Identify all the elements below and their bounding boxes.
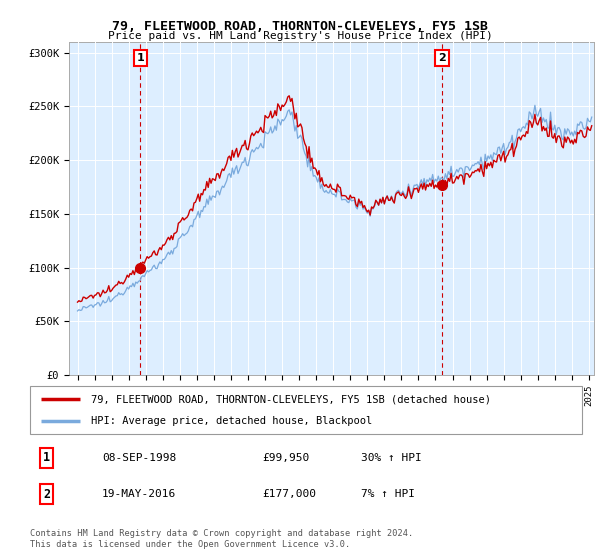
Text: 19-MAY-2016: 19-MAY-2016 bbox=[102, 489, 176, 499]
Text: 7% ↑ HPI: 7% ↑ HPI bbox=[361, 489, 415, 499]
Text: 08-SEP-1998: 08-SEP-1998 bbox=[102, 453, 176, 463]
Text: HPI: Average price, detached house, Blackpool: HPI: Average price, detached house, Blac… bbox=[91, 416, 372, 426]
Text: 2: 2 bbox=[438, 53, 446, 63]
Text: 79, FLEETWOOD ROAD, THORNTON-CLEVELEYS, FY5 1SB (detached house): 79, FLEETWOOD ROAD, THORNTON-CLEVELEYS, … bbox=[91, 394, 491, 404]
Text: £99,950: £99,950 bbox=[262, 453, 309, 463]
Text: £177,000: £177,000 bbox=[262, 489, 316, 499]
FancyBboxPatch shape bbox=[30, 386, 582, 434]
Text: Contains HM Land Registry data © Crown copyright and database right 2024.
This d: Contains HM Land Registry data © Crown c… bbox=[30, 529, 413, 549]
Text: 1: 1 bbox=[137, 53, 144, 63]
Text: Price paid vs. HM Land Registry's House Price Index (HPI): Price paid vs. HM Land Registry's House … bbox=[107, 31, 493, 41]
Text: 79, FLEETWOOD ROAD, THORNTON-CLEVELEYS, FY5 1SB: 79, FLEETWOOD ROAD, THORNTON-CLEVELEYS, … bbox=[112, 20, 488, 32]
Text: 30% ↑ HPI: 30% ↑ HPI bbox=[361, 453, 422, 463]
Text: 2: 2 bbox=[43, 488, 50, 501]
Text: 1: 1 bbox=[43, 451, 50, 464]
